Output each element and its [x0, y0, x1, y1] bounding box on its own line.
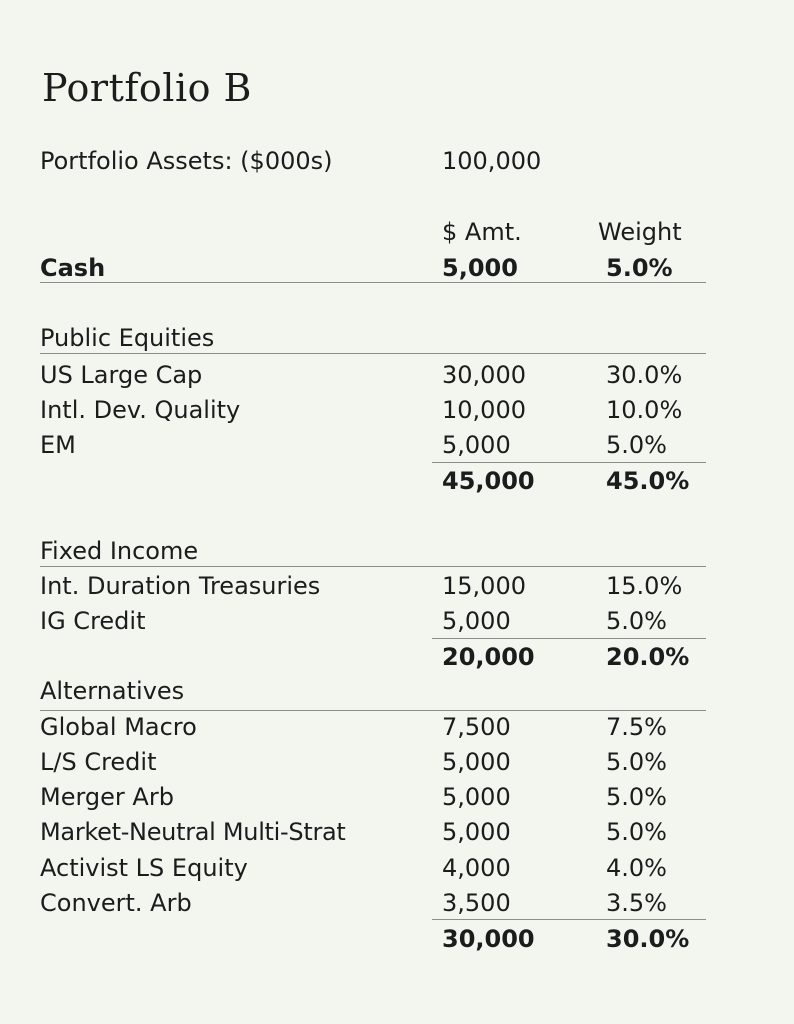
section-divider	[40, 566, 706, 567]
subtotal-weight: 20.0%	[606, 643, 690, 671]
row-amount: 5,000	[442, 607, 511, 635]
row-weight: 10.0%	[606, 396, 683, 424]
row-weight: 5.0%	[606, 748, 667, 776]
amount-column-header: $ Amt.	[442, 218, 522, 246]
row-label: L/S Credit	[40, 748, 157, 776]
row-label: EM	[40, 431, 76, 459]
row-amount: 30,000	[442, 361, 526, 389]
cash-weight: 5.0%	[606, 254, 673, 282]
row-amount: 3,500	[442, 889, 511, 917]
row-label: Merger Arb	[40, 783, 174, 811]
section-divider	[40, 353, 706, 354]
cash-amount: 5,000	[442, 254, 518, 282]
row-label: Intl. Dev. Quality	[40, 396, 241, 424]
subtotal-amount: 20,000	[442, 643, 535, 671]
row-label: Int. Duration Treasuries	[40, 572, 321, 600]
section-heading-alternatives: Alternatives	[40, 677, 185, 705]
row-weight: 15.0%	[606, 572, 683, 600]
row-amount: 7,500	[442, 713, 511, 741]
row-amount: 10,000	[442, 396, 526, 424]
row-weight: 4.0%	[606, 854, 667, 882]
row-weight: 5.0%	[606, 818, 667, 846]
assets-label: Portfolio Assets: ($000s)	[40, 147, 333, 175]
row-amount: 15,000	[442, 572, 526, 600]
section-divider	[40, 710, 706, 711]
weight-column-header: Weight	[598, 218, 682, 246]
assets-value: 100,000	[442, 147, 542, 175]
row-label: Global Macro	[40, 713, 197, 741]
row-label: Convert. Arb	[40, 889, 192, 917]
row-label: Market-Neutral Multi-Strat	[40, 818, 346, 846]
subtotal-amount: 30,000	[442, 925, 535, 953]
row-weight: 5.0%	[606, 431, 667, 459]
row-label: IG Credit	[40, 607, 146, 635]
subtotal-amount: 45,000	[442, 467, 535, 495]
subtotal-weight: 45.0%	[606, 467, 690, 495]
row-amount: 5,000	[442, 748, 511, 776]
subtotal-divider	[432, 919, 706, 920]
section-heading-public-equities: Public Equities	[40, 324, 215, 352]
page-title: Portfolio B	[42, 66, 252, 110]
row-amount: 4,000	[442, 854, 511, 882]
section-heading-fixed-income: Fixed Income	[40, 537, 199, 565]
subtotal-divider	[432, 638, 706, 639]
row-weight: 3.5%	[606, 889, 667, 917]
cash-label: Cash	[40, 254, 106, 282]
row-weight: 5.0%	[606, 783, 667, 811]
row-weight: 5.0%	[606, 607, 667, 635]
row-amount: 5,000	[442, 783, 511, 811]
cash-divider	[40, 282, 706, 283]
row-amount: 5,000	[442, 431, 511, 459]
row-weight: 7.5%	[606, 713, 667, 741]
row-label: Activist LS Equity	[40, 854, 248, 882]
row-weight: 30.0%	[606, 361, 683, 389]
row-label: US Large Cap	[40, 361, 203, 389]
row-amount: 5,000	[442, 818, 511, 846]
subtotal-weight: 30.0%	[606, 925, 690, 953]
subtotal-divider	[432, 462, 706, 463]
